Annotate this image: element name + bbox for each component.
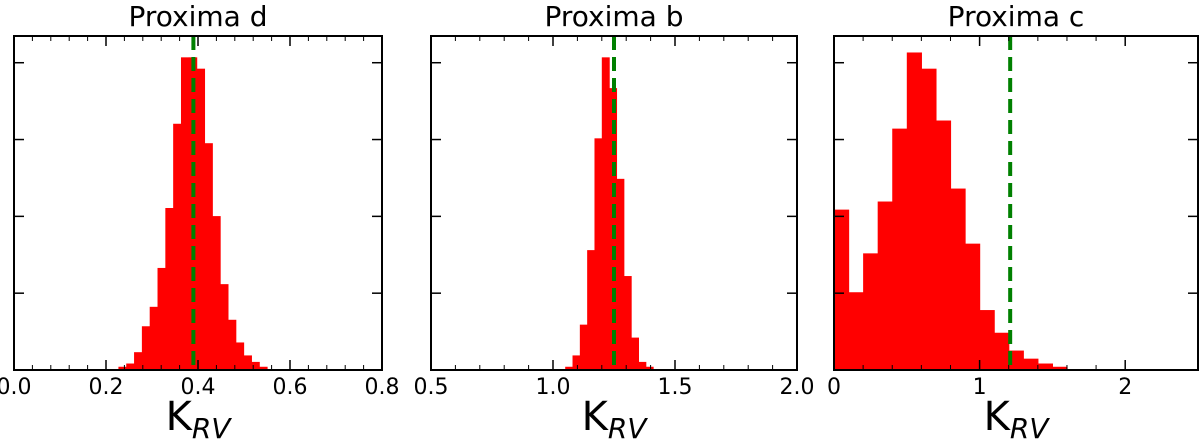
histogram-bar <box>165 208 174 370</box>
histogram-bar <box>965 243 981 370</box>
x-axis-label-subscript: RV <box>1010 412 1050 444</box>
histogram-bar <box>863 253 879 370</box>
axes-frame <box>13 35 383 371</box>
histogram-bar <box>227 319 237 370</box>
histogram-bar <box>204 143 213 370</box>
axes-frame <box>833 35 1199 371</box>
panel-proxima-d: Proxima d 0.0 0.2 0.4 0.6 0.8 KRV <box>0 0 400 444</box>
x-tick-label: 0 <box>827 375 841 400</box>
histogram-bar <box>134 352 143 370</box>
histogram-bar <box>1023 358 1039 370</box>
x-axis-label-subscript: RV <box>608 412 648 444</box>
histogram-bar <box>220 284 229 370</box>
histogram-bar <box>118 366 127 370</box>
histogram-bar <box>565 366 574 370</box>
x-tick-label: 0.4 <box>181 375 216 400</box>
x-tick-label: 1.0 <box>536 375 571 400</box>
histogram-bar <box>196 68 206 371</box>
x-tick-label: 0.5 <box>414 375 449 400</box>
histogram-bar <box>631 337 639 370</box>
histogram-bar <box>579 324 588 370</box>
x-tick-label: 1.5 <box>658 375 693 400</box>
histogram-bar <box>157 267 166 370</box>
histogram-bar <box>616 178 625 370</box>
histogram-bar <box>126 363 135 370</box>
x-tick-label: 0.6 <box>273 375 308 400</box>
histogram-bar <box>834 209 850 370</box>
histogram-bar <box>235 342 245 370</box>
x-tick-label: 0.2 <box>89 375 124 400</box>
x-tick-label: 2.0 <box>780 375 815 400</box>
x-tick-label: 0.0 <box>0 375 32 400</box>
histogram-bar <box>623 276 632 370</box>
histogram-bar <box>251 361 260 370</box>
panel-proxima-b: Proxima b 0.5 1.0 1.5 2.0 KRV <box>414 0 815 444</box>
x-axis-label: KRV <box>984 394 1051 444</box>
histogram-bars <box>834 52 1068 371</box>
histogram-bar <box>994 332 1010 370</box>
x-tick-label: 0.8 <box>365 375 400 400</box>
histogram-bar <box>935 120 952 371</box>
x-tick-label: 2 <box>1118 375 1132 400</box>
histogram-bar <box>243 355 252 370</box>
histogram-bar <box>1008 350 1024 370</box>
histogram-bar <box>572 355 581 370</box>
x-axis-label: KRV <box>166 394 233 444</box>
histogram-bar <box>587 250 596 370</box>
histogram-bar <box>950 188 966 370</box>
panel-title: Proxima d <box>128 0 267 33</box>
x-axis-label-main: K <box>582 394 610 440</box>
histogram-bar <box>1037 363 1053 370</box>
histogram-bar <box>173 123 182 370</box>
axes-frame <box>430 35 798 371</box>
panel-proxima-c: Proxima c 0 1 2 KRV <box>827 0 1199 444</box>
x-axis-label-subscript: RV <box>192 412 232 444</box>
histogram-bar <box>645 366 654 370</box>
x-axis-label-main: K <box>984 394 1012 440</box>
histogram-bar <box>921 68 937 371</box>
x-tick-label: 1 <box>973 375 987 400</box>
histogram-bar <box>259 366 268 370</box>
histogram-bar <box>212 216 221 370</box>
histogram-bar <box>979 310 995 370</box>
x-axis-label: KRV <box>582 394 649 444</box>
histogram-bar <box>601 57 610 371</box>
axis-ticks: 0.0 0.2 0.4 0.6 0.8 <box>0 36 400 400</box>
histogram-bar <box>892 128 908 370</box>
panel-title: Proxima b <box>544 0 683 33</box>
x-axis-label-main: K <box>166 394 194 440</box>
histogram-bars <box>565 57 654 371</box>
histogram-bar <box>638 361 647 370</box>
histogram-bar <box>1052 366 1068 370</box>
histogram-bar <box>877 201 893 370</box>
axis-ticks: 0.5 1.0 1.5 2.0 <box>414 36 815 400</box>
histogram-bar <box>906 52 922 370</box>
histogram-bar <box>594 138 603 370</box>
histogram-bar <box>848 292 864 370</box>
panel-title: Proxima c <box>948 0 1085 33</box>
histogram-bar <box>180 57 190 371</box>
histogram-bar <box>141 326 151 370</box>
histogram-bar <box>149 306 159 370</box>
